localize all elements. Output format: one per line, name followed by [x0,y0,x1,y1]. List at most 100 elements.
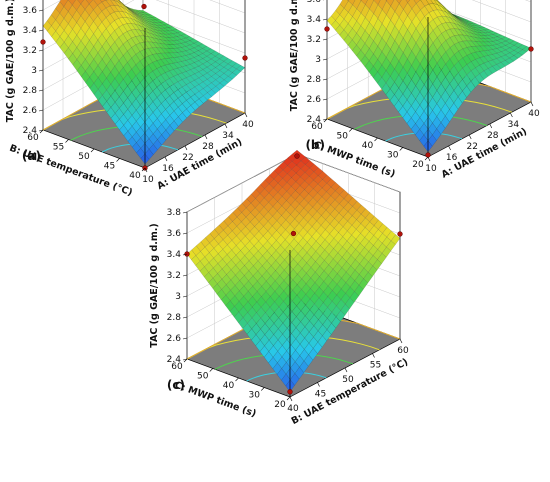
surface-cell [85,0,94,5]
surface-cell [500,49,511,56]
surface-cell [351,219,362,230]
design-point [324,26,330,32]
surface-cell [304,320,315,333]
surface-cell [152,53,162,61]
surface-cell [419,123,429,136]
surface-cell [347,0,350,2]
surface-cell [457,79,467,92]
y-tick-label: 40 [362,141,374,151]
x-tick-mark [344,367,348,373]
surface-cell [156,83,166,94]
surface-cell [441,15,451,23]
surface-cell [239,275,249,287]
surface-cell [290,349,301,363]
z-tick-label: 2.6 [167,334,182,344]
surface-cell [51,30,61,43]
surface-cell [278,301,289,313]
x-tick-mark [530,101,534,107]
x-tick-mark [372,353,375,358]
surface-cell [89,46,99,60]
x-tick-label: 55 [370,361,381,371]
x-tick-label: 40 [242,120,254,130]
z-tick-label: 3.2 [23,46,37,56]
x-tick-mark [510,112,513,118]
surface-cell [345,297,355,310]
x-tick-label: 10 [142,175,154,185]
z-tick-label: 2.8 [307,75,322,85]
surface-cell [255,339,265,352]
z-tick-label: 2.6 [307,95,322,105]
surface-cell [67,4,77,18]
surface-cell [169,120,179,132]
surface-cell [492,53,502,59]
surface-cell [356,12,366,27]
x-tick-label: 60 [397,346,409,356]
surface-cell [213,234,224,245]
design-point [528,46,534,52]
surface-cell [360,55,370,68]
surface-cell [164,48,174,54]
surface-cell [173,57,183,63]
surface-cell [453,61,463,73]
surface-cell [284,244,295,255]
surface-cell [385,0,388,2]
surface-cell [419,55,429,71]
surface-cell [419,134,429,147]
y-tick-mark [39,129,44,134]
surface-cell [308,197,318,208]
z-tick-mark [182,337,188,340]
y-tick-label: 50 [337,132,349,142]
surface-cell [118,55,128,68]
x-tick-label: 34 [508,120,520,130]
surface-cell [402,58,412,74]
x-tick-mark [468,134,472,140]
surface-cell [294,223,304,234]
surface-cell [148,133,158,145]
surface-cell [360,0,362,1]
design-point [290,230,297,237]
surface-cell [177,51,187,57]
surface-cell [68,16,77,30]
y-tick-label: 50 [197,372,209,382]
surface-cell [114,96,124,109]
surface-cell [226,259,236,271]
z-axis-label: TAC (g GAE/100 g d.m.) [5,0,16,122]
surface-cell [449,90,459,104]
surface-cell [55,13,65,26]
surface-cell [123,85,133,98]
y-tick-mark [424,156,429,161]
y-tick-label: 40 [129,171,141,181]
surface-cell [277,356,287,369]
surface-cell [101,7,111,18]
z-tick-mark [38,69,44,72]
x-tick-label: 40 [528,109,540,119]
x-tick-mark [317,382,320,387]
surface-cell [118,2,127,11]
y-tick-mark [399,147,403,151]
x-tick-label: 28 [202,142,214,152]
surface-mesh [326,0,532,153]
z-tick-label: 3.4 [307,15,322,25]
z-tick-label: 2.6 [23,106,38,116]
surface-cell [176,43,187,48]
x-tick-label: 16 [446,153,458,163]
z-tick-mark [38,29,44,32]
y-tick-mark [209,368,213,372]
surface-cell [106,34,115,48]
y-tick-mark [349,128,353,132]
surface-cell [352,0,362,10]
surface-cell [242,323,252,335]
x-tick-label: 45 [315,390,326,400]
surface-cell [101,52,111,66]
surface-cell [349,291,360,303]
surface-cell [402,43,412,60]
surface-cell [185,58,195,65]
surface-cell [181,71,191,79]
surface-cell [367,265,378,277]
surface-cell [359,247,370,258]
surface-cell [89,9,98,22]
y-tick-mark [261,387,265,391]
surface-cell [203,272,214,283]
surface-cell [219,79,229,87]
